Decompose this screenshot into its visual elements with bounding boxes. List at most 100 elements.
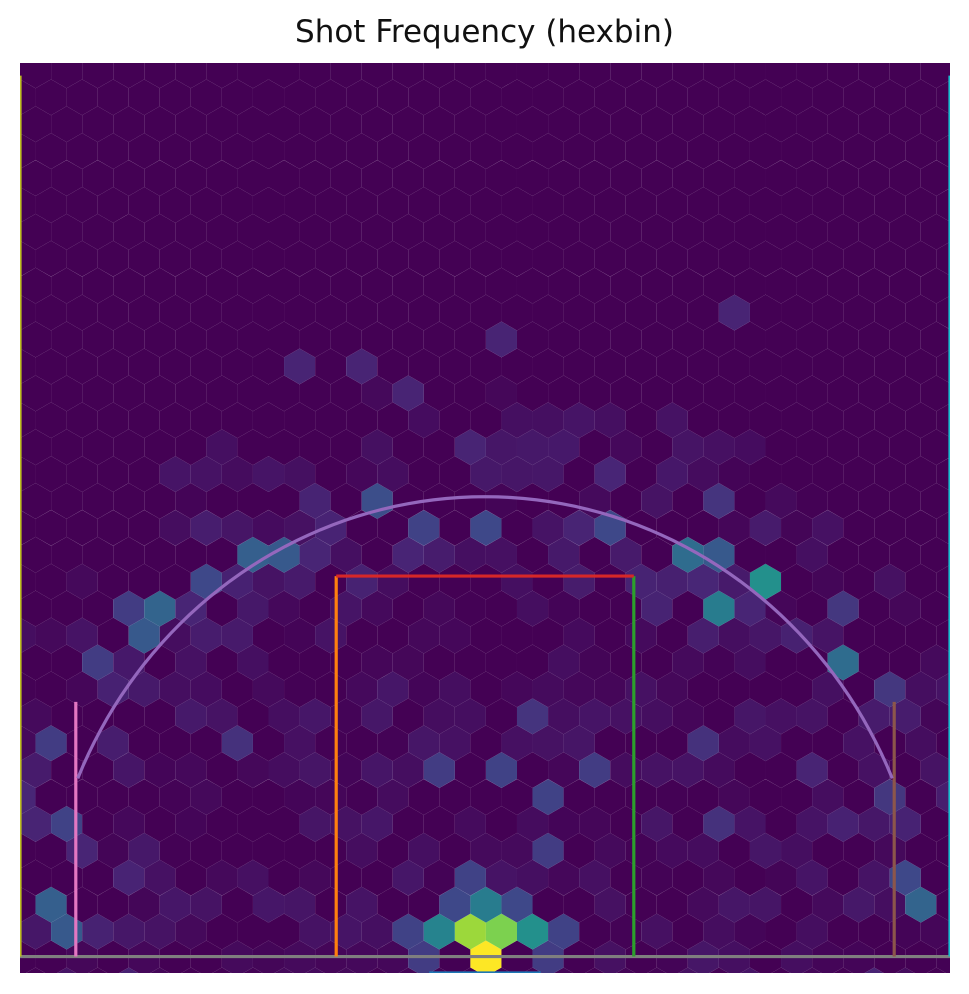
hex-bin — [858, 160, 890, 196]
hex-bin — [843, 133, 875, 170]
hex-bin — [330, 213, 362, 250]
hex-bin — [687, 240, 719, 277]
hex-bin — [408, 671, 440, 708]
hex-bin — [936, 349, 950, 384]
hex-bin — [361, 698, 393, 735]
hex-bin — [206, 859, 238, 896]
hex-bin — [20, 913, 52, 950]
hex-bin — [284, 348, 316, 385]
hex-bin — [749, 886, 782, 923]
hex-bin — [377, 725, 409, 762]
hex-bin — [221, 617, 253, 654]
hex-bin — [97, 725, 129, 762]
hex-bin — [952, 160, 969, 196]
hex-bin — [175, 321, 207, 358]
hex-bin — [330, 429, 362, 466]
hex-bin — [501, 79, 533, 116]
hex-bin — [812, 671, 844, 708]
hex-bin — [781, 294, 813, 331]
hex-bin — [718, 617, 750, 654]
hex-bin — [687, 79, 719, 116]
hex-bin — [936, 241, 950, 276]
hex-bin — [920, 805, 950, 842]
hex-bin — [641, 213, 673, 250]
hex-bin — [252, 725, 285, 762]
hex-bin — [765, 429, 797, 466]
hex-bin — [843, 26, 874, 62]
hex-bin — [796, 644, 828, 681]
hex-bin — [82, 429, 114, 466]
hex-bin — [268, 644, 300, 681]
hex-bin — [625, 294, 657, 331]
hex-bin — [206, 752, 238, 789]
hex-bin — [97, 294, 129, 331]
hex-bin — [330, 106, 362, 143]
hex-bin — [253, 26, 284, 62]
hex-bin — [346, 832, 378, 869]
hex-bin — [377, 294, 409, 331]
hex-bin — [579, 160, 611, 196]
hex-bin — [553, 967, 574, 973]
hex-bin — [315, 886, 347, 923]
hex-bin — [905, 456, 937, 492]
hex-bin — [641, 160, 673, 196]
hex-bin — [299, 698, 331, 735]
hex-bin — [20, 483, 52, 519]
hex-bin — [936, 457, 950, 491]
hex-bin — [470, 563, 502, 600]
hex-bin — [346, 456, 378, 492]
hex-bin — [874, 186, 906, 223]
hex-bin — [159, 832, 191, 869]
hex-bin — [454, 160, 486, 196]
hex-bin — [470, 79, 502, 116]
hex-bin — [237, 644, 269, 681]
hex-bin — [548, 267, 580, 304]
hex-bin — [952, 914, 969, 950]
hex-bin — [315, 348, 347, 385]
hex-bin — [905, 779, 937, 815]
hex-bin — [796, 483, 828, 519]
hex-bin — [874, 79, 906, 116]
hex-bin — [113, 375, 145, 412]
hex-bin — [796, 375, 828, 412]
hex-bin — [781, 186, 813, 223]
hex-bin — [237, 536, 269, 573]
hex-bin — [858, 805, 890, 842]
hex-bin — [212, 967, 232, 973]
hex-bin — [563, 617, 595, 654]
hex-bin — [641, 429, 673, 466]
hex-bin — [486, 0, 517, 34]
hex-bin — [687, 294, 719, 331]
hex-bin — [377, 509, 409, 546]
hex-bin — [485, 859, 517, 896]
hex-bin — [454, 429, 486, 466]
hex-bin — [190, 563, 222, 600]
hex-bin — [0, 941, 4, 977]
hex-bin — [82, 536, 114, 573]
hex-bin — [827, 213, 859, 250]
hex-bin — [423, 267, 455, 304]
hex-bin — [330, 321, 362, 358]
hex-bin — [66, 79, 98, 116]
hex-bin — [181, 967, 201, 973]
hex-bin — [268, 213, 300, 250]
hex-bin — [827, 536, 859, 573]
hex-bin — [175, 483, 207, 519]
hex-bin — [548, 160, 580, 196]
hex-bin — [781, 348, 813, 385]
hex-bin — [190, 133, 222, 170]
hex-bin — [377, 186, 409, 223]
hex-bin — [765, 805, 797, 842]
hex-bin — [268, 913, 300, 950]
hex-bin — [952, 591, 969, 627]
hex-bin — [905, 725, 937, 762]
hex-bin — [920, 752, 950, 789]
hex-bin — [579, 63, 611, 89]
hex-bin — [771, 967, 791, 973]
hex-bin — [336, 967, 356, 973]
hex-bin — [952, 214, 969, 250]
hex-bin — [144, 213, 176, 250]
hex-bin — [82, 859, 114, 896]
hex-bin — [315, 186, 347, 223]
hex-bin — [144, 913, 176, 950]
